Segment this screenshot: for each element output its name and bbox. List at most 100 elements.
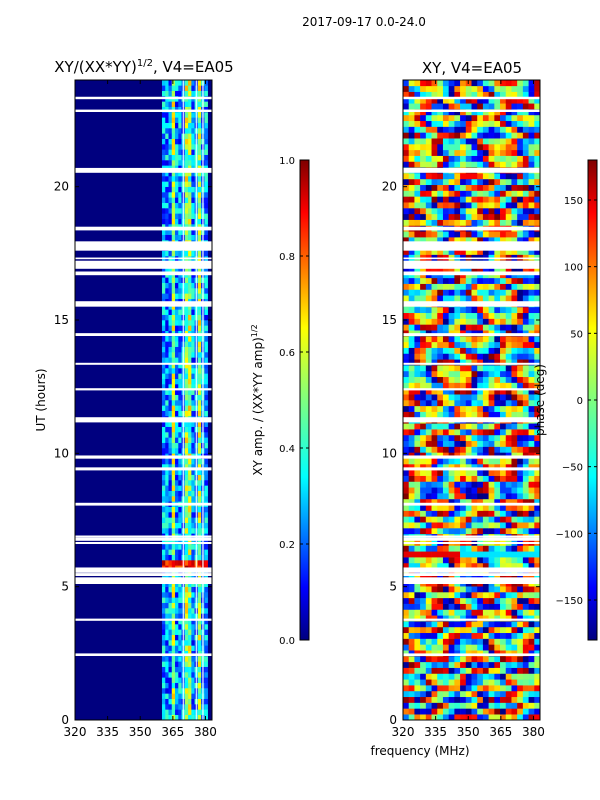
right-heatmap-cell — [425, 423, 432, 430]
right-heatmap-cell — [408, 429, 415, 436]
right-heatmap-cell — [465, 469, 472, 476]
right-heatmap-cell — [494, 679, 501, 686]
right-heatmap-cell — [465, 306, 472, 314]
left-heatmap-cell — [178, 368, 182, 374]
right-heatmap-cell — [522, 138, 529, 145]
y-tick-label: 0 — [61, 713, 69, 727]
right-heatmap-cell — [494, 120, 501, 127]
right-heatmap-cell — [534, 586, 540, 593]
left-heatmap-cell — [171, 496, 176, 502]
right-heatmap-cell — [517, 714, 524, 720]
right-heatmap-cell — [448, 97, 455, 104]
right-heatmap-cell — [442, 295, 449, 302]
right-heatmap-cell — [522, 702, 529, 709]
right-heatmap-cell — [494, 231, 501, 238]
left-heatmap-cell — [197, 117, 202, 123]
right-heatmap-cell — [403, 656, 410, 663]
right-heatmap-cell — [437, 458, 444, 465]
right-heatmap-cell — [442, 370, 449, 378]
right-heatmap-cell — [431, 289, 438, 296]
right-heatmap-cell — [517, 673, 524, 680]
right-heatmap-cell — [505, 557, 512, 564]
right-heatmap-cell — [511, 144, 518, 151]
right-heatmap-cell — [465, 434, 472, 442]
left-heatmap-cell — [161, 592, 166, 598]
right-heatmap-cell — [477, 80, 484, 87]
right-heatmap-cell — [482, 219, 489, 226]
right-heatmap-cell — [414, 289, 421, 296]
left-heatmap-cell — [168, 378, 173, 385]
right-heatmap-cell — [494, 400, 501, 407]
right-heatmap-cell — [511, 370, 518, 378]
right-heatmap-cell — [500, 429, 507, 436]
left-heatmap-cell — [178, 133, 182, 139]
right-heatmap-cell — [431, 446, 438, 453]
right-heatmap-cell — [420, 341, 427, 348]
right-flagged-row — [403, 653, 540, 656]
left-heatmap-cell — [171, 384, 176, 390]
left-heatmap-cell — [197, 602, 202, 609]
right-heatmap-cell — [494, 609, 501, 616]
right-heatmap-cell — [528, 562, 535, 570]
right-heatmap-cell — [437, 632, 444, 639]
left-heatmap-cell — [188, 688, 192, 694]
left-heatmap-cell — [184, 362, 189, 369]
right-heatmap-cell — [511, 80, 518, 87]
left-heatmap-cell — [191, 528, 195, 534]
right-heatmap-cell — [494, 644, 501, 651]
left-heatmap-cell — [175, 389, 179, 395]
right-heatmap-cell — [511, 149, 518, 156]
right-heatmap-cell — [425, 481, 432, 488]
right-colorbar-label: phase (deg) — [533, 364, 547, 436]
right-heatmap-cell — [454, 679, 461, 686]
left-heatmap-cell — [165, 410, 169, 417]
right-heatmap-cell — [442, 114, 449, 122]
right-heatmap-cell — [437, 289, 444, 296]
right-heatmap-cell — [437, 504, 444, 511]
right-heatmap-cell — [414, 341, 421, 348]
left-heatmap-cell — [197, 186, 202, 193]
right-heatmap-cell — [460, 644, 467, 651]
left-heatmap-cell — [178, 528, 182, 534]
right-heatmap-cell — [465, 528, 472, 535]
right-heatmap-cell — [408, 132, 415, 139]
right-heatmap-cell — [420, 673, 427, 680]
right-heatmap-cell — [500, 458, 507, 465]
left-heatmap-cell — [184, 666, 189, 673]
right-heatmap-cell — [517, 452, 524, 459]
right-heatmap-cell — [425, 562, 432, 570]
right-heatmap-cell — [408, 621, 415, 628]
right-heatmap-cell — [517, 202, 524, 209]
right-heatmap-cell — [448, 173, 455, 180]
right-heatmap-cell — [488, 318, 495, 325]
left-heatmap-cell — [204, 336, 208, 342]
right-heatmap-cell — [420, 679, 427, 686]
right-heatmap-cell — [517, 481, 524, 488]
right-heatmap-cell — [460, 277, 467, 284]
left-heatmap-cell — [191, 714, 195, 720]
right-heatmap-cell — [437, 80, 444, 87]
right-heatmap-cell — [448, 551, 455, 558]
left-heatmap-cell — [191, 154, 195, 161]
right-heatmap-cell — [517, 80, 524, 87]
right-heatmap-cell — [431, 196, 438, 203]
left-heatmap-cell — [171, 698, 176, 705]
right-heatmap-cell — [511, 248, 518, 255]
right-heatmap-cell — [471, 475, 478, 482]
left-heatmap-cell — [165, 176, 169, 182]
right-heatmap-cell — [522, 562, 529, 570]
right-heatmap-cell — [488, 109, 495, 116]
right-heatmap-cell — [505, 551, 512, 558]
right-heatmap-cell — [420, 650, 427, 657]
right-heatmap-cell — [431, 603, 438, 610]
right-heatmap-cell — [528, 394, 535, 401]
right-heatmap-cell — [482, 609, 489, 616]
left-heatmap-cell — [197, 714, 202, 720]
left-heatmap-cell — [171, 640, 176, 646]
right-heatmap-cell — [403, 557, 410, 564]
right-heatmap-cell — [528, 405, 535, 412]
left-heatmap-cell — [161, 645, 166, 651]
left-heatmap-cell — [168, 464, 173, 470]
left-heatmap-cell — [171, 144, 176, 150]
right-heatmap-cell — [454, 469, 461, 476]
